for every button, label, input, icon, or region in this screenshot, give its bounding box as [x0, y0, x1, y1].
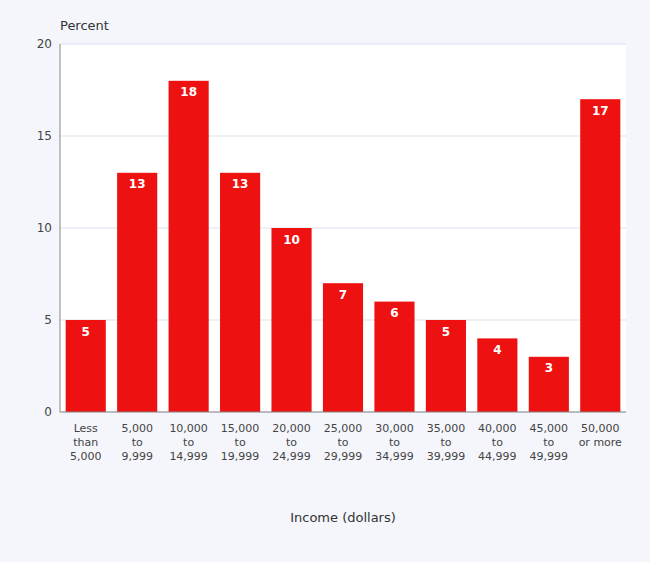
x-axis-line — [60, 412, 626, 413]
x-tick-label-line: to — [183, 436, 194, 449]
x-tick-label-line: to — [337, 436, 348, 449]
y-tick-label: 20 — [37, 37, 52, 51]
x-tick-label-line: 19,999 — [221, 450, 260, 463]
x-tick-label-line: to — [543, 436, 554, 449]
y-axis-line — [60, 44, 61, 412]
bar — [169, 81, 209, 412]
data-label: 7 — [339, 288, 347, 302]
x-tick-label-line: 50,000 — [581, 422, 620, 435]
chart: 051015205131813107654317Lessthan5,0005,0… — [0, 0, 650, 562]
grid-line — [60, 44, 626, 45]
x-tick-label-line: 20,000 — [272, 422, 311, 435]
data-label: 6 — [390, 306, 398, 320]
data-label: 13 — [129, 177, 146, 191]
x-tick-label-line: 24,999 — [272, 450, 311, 463]
bar — [220, 173, 260, 412]
data-label: 4 — [493, 343, 501, 357]
data-label: 17 — [592, 104, 609, 118]
x-tick-label: 25,000to29,999 — [324, 422, 363, 463]
x-tick-label: 40,000to44,999 — [478, 422, 517, 463]
data-label: 5 — [442, 325, 450, 339]
x-tick-label-line: to — [286, 436, 297, 449]
x-tick-label-line: 40,000 — [478, 422, 517, 435]
x-tick-label-line: to — [132, 436, 143, 449]
data-label: 18 — [180, 85, 197, 99]
y-tick-label: 0 — [44, 405, 52, 419]
bar — [374, 302, 414, 412]
x-tick-label-line: 34,999 — [375, 450, 414, 463]
x-axis-label: Income (dollars) — [290, 510, 396, 525]
x-tick-label-line: 30,000 — [375, 422, 414, 435]
bar — [271, 228, 311, 412]
bar — [117, 173, 157, 412]
plot-area — [60, 44, 626, 412]
data-label: 10 — [283, 233, 300, 247]
x-tick-label: 15,000to19,999 — [221, 422, 260, 463]
y-tick-label: 15 — [37, 129, 52, 143]
x-tick-label-line: 5,000 — [70, 450, 102, 463]
data-label: 13 — [232, 177, 249, 191]
data-label: 5 — [82, 325, 90, 339]
x-tick-label-line: Less — [74, 422, 98, 435]
x-tick-label: 50,000or more — [579, 422, 622, 449]
x-tick-label-line: to — [440, 436, 451, 449]
bar — [426, 320, 466, 412]
grid-line — [60, 136, 626, 137]
x-tick-label-line: to — [492, 436, 503, 449]
x-tick-label: 10,000to14,999 — [169, 422, 208, 463]
x-tick-label-line: 25,000 — [324, 422, 363, 435]
x-tick-label-line: 5,000 — [121, 422, 153, 435]
x-tick-label: 20,000to24,999 — [272, 422, 311, 463]
bar — [323, 283, 363, 412]
x-tick-label-line: 39,999 — [427, 450, 466, 463]
bar — [529, 357, 569, 412]
x-tick-label: 30,000to34,999 — [375, 422, 414, 463]
x-tick-label-line: 14,999 — [169, 450, 208, 463]
x-tick-label: 35,000to39,999 — [427, 422, 466, 463]
y-axis-label: Percent — [60, 18, 109, 33]
grid-line — [60, 412, 626, 413]
x-tick-label-line: 29,999 — [324, 450, 363, 463]
x-tick-label-line: 35,000 — [427, 422, 466, 435]
x-tick-label-line: 45,000 — [530, 422, 569, 435]
x-tick-label-line: 44,999 — [478, 450, 517, 463]
x-tick-label-line: to — [235, 436, 246, 449]
bar — [477, 338, 517, 412]
x-tick-label-line: 9,999 — [121, 450, 153, 463]
x-tick-label: 45,000to49,999 — [530, 422, 569, 463]
x-tick-label: Lessthan5,000 — [70, 422, 102, 463]
bar — [580, 99, 620, 412]
data-label: 3 — [545, 361, 553, 375]
x-tick-label: 5,000to9,999 — [121, 422, 153, 463]
x-tick-label-line: 15,000 — [221, 422, 260, 435]
x-tick-label-line: than — [73, 436, 98, 449]
x-tick-label-line: 10,000 — [169, 422, 208, 435]
y-tick-label: 10 — [37, 221, 52, 235]
x-tick-label-line: to — [389, 436, 400, 449]
x-tick-label-line: or more — [579, 436, 622, 449]
bars — [66, 81, 621, 412]
x-tick-label-line: 49,999 — [530, 450, 569, 463]
bar — [66, 320, 106, 412]
y-tick-label: 5 — [44, 313, 52, 327]
